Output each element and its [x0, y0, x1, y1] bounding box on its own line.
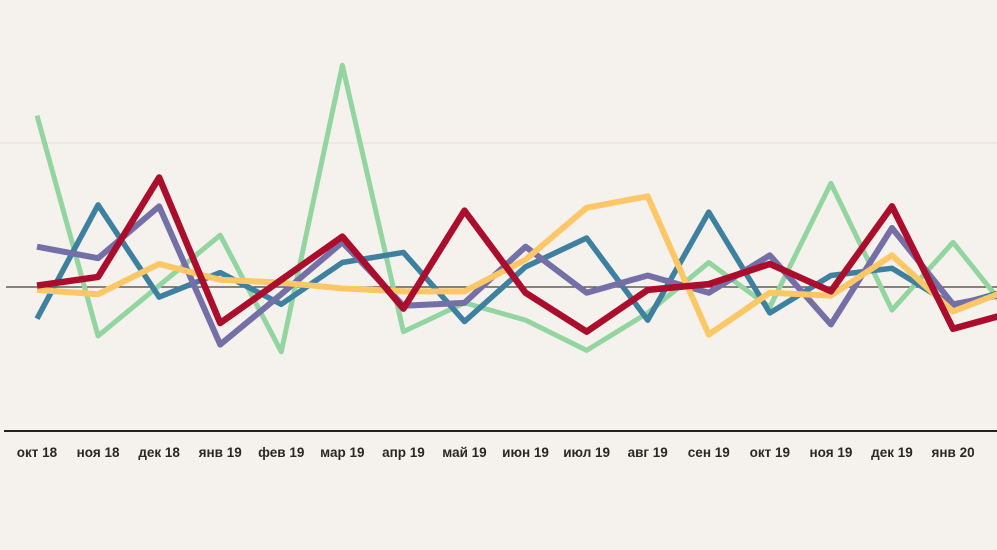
x-axis-label: дек 18 — [138, 445, 180, 460]
x-axis-label: фев 19 — [258, 445, 304, 460]
series-line-red — [36, 174, 997, 335]
x-axis-label: июл 19 — [563, 445, 610, 460]
x-axis-label: апр 19 — [382, 445, 425, 460]
x-axis-label: янв 20 — [931, 445, 974, 460]
x-axis-label: ноя 19 — [809, 445, 852, 460]
series-line-purple — [36, 203, 997, 348]
x-axis-label: янв 19 — [199, 445, 242, 460]
x-axis-label: дек 19 — [871, 445, 913, 460]
x-axis-label: окт 19 — [750, 445, 790, 460]
series-line-green — [34, 62, 997, 355]
x-axis-label: май 19 — [442, 445, 486, 460]
x-axis-label: окт 18 — [17, 445, 58, 460]
x-axis-label: авг 19 — [628, 445, 668, 460]
x-axis-label: июн 19 — [502, 445, 549, 460]
x-axis-label: мар 19 — [320, 445, 364, 460]
x-axis-label: сен 19 — [688, 445, 730, 460]
x-axis-label: ноя 18 — [77, 445, 120, 460]
